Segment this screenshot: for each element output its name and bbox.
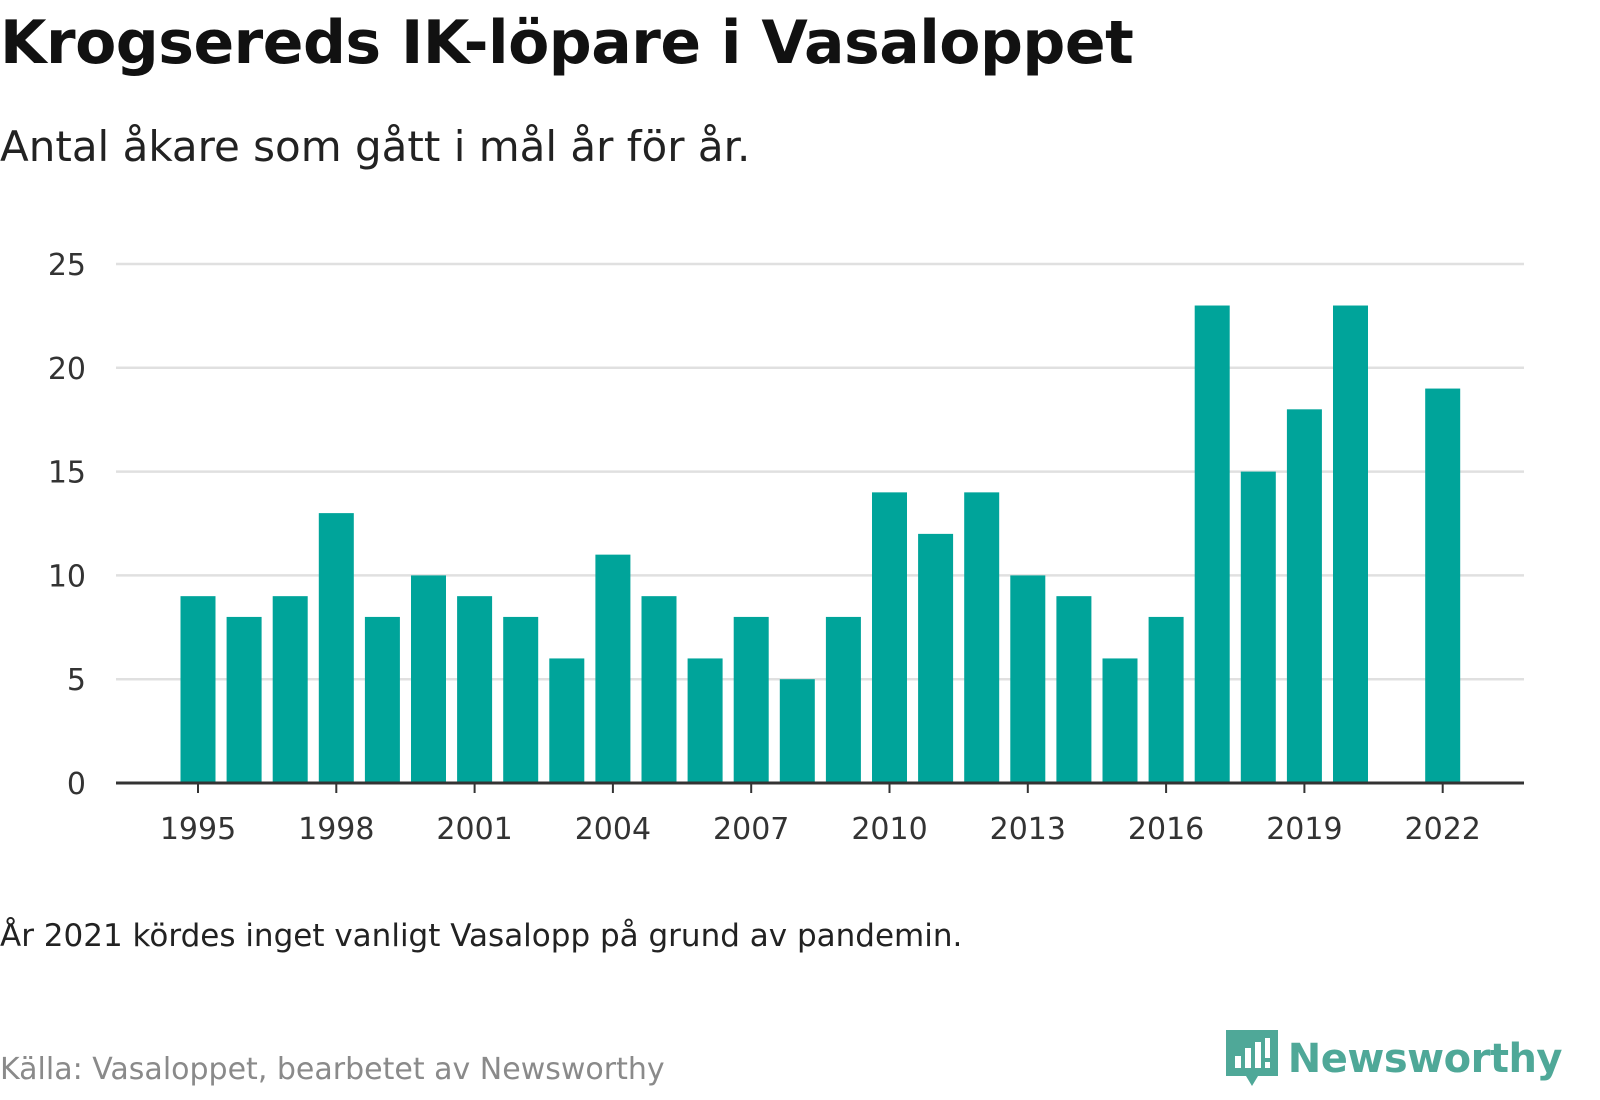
axes: 0 5 10 15 20 25 1995 1998 2001 2004 2007 2010 2013 20…: [48, 248, 1524, 847]
bar-2018: [1240, 471, 1276, 783]
bar-2000: [411, 575, 446, 783]
bar-2015: [1102, 658, 1138, 783]
x-tick-label: 2013: [990, 812, 1066, 847]
newsworthy-logo-icon: [1225, 1030, 1278, 1086]
bar-2004: [595, 554, 631, 783]
y-tick-label: 15: [48, 456, 86, 491]
x-tick-label: 2004: [575, 812, 651, 847]
x-tick-label: 2022: [1405, 812, 1481, 847]
bar-1995: [180, 596, 216, 783]
x-tick-label: 2019: [1266, 812, 1342, 847]
bar-2011: [918, 533, 954, 783]
y-tick-label: 20: [48, 352, 86, 387]
y-tick-label: 5: [67, 663, 86, 698]
bar-2019: [1286, 409, 1322, 783]
x-tick-label: 2007: [713, 812, 789, 847]
chart-subtitle: Antal åkare som gått i mål år för år.: [0, 122, 751, 171]
bar-2020: [1333, 305, 1368, 783]
bar-2008: [779, 679, 815, 783]
bar-2007: [733, 616, 769, 783]
x-tick-label: 1995: [160, 812, 236, 847]
bar-2009: [825, 616, 861, 783]
bar-chart: 0 5 10 15 20 25 1995 1998 2001 2004 2007 2010 2013 20…: [48, 248, 1524, 847]
bar-2013: [1010, 575, 1046, 783]
x-tick-label: 2001: [436, 812, 512, 847]
bar-2022: [1425, 388, 1461, 783]
bar-2014: [1056, 596, 1092, 783]
bar-1996: [226, 616, 262, 783]
bar-1997: [272, 596, 308, 783]
source-text: Källa: Vasaloppet, bearbetet av Newswort…: [0, 1052, 665, 1087]
footnote: År 2021 kördes inget vanligt Vasalopp på…: [0, 918, 963, 954]
brand-name: Newsworthy: [1287, 1036, 1563, 1082]
bar-2001: [457, 596, 493, 783]
bars: [180, 305, 1461, 783]
brand-logo[interactable]: Newsworthy: [1225, 1030, 1563, 1088]
bar-2006: [687, 658, 723, 783]
bar-2016: [1148, 616, 1184, 783]
bar-1998: [318, 513, 354, 783]
x-tick-label: 2016: [1128, 812, 1204, 847]
bar-2005: [641, 596, 677, 783]
bar-2017: [1194, 305, 1230, 783]
bar-2002: [503, 616, 539, 783]
x-tick-label: 2010: [851, 812, 927, 847]
bar-2003: [549, 658, 585, 783]
x-tick-label: 1998: [298, 812, 374, 847]
y-tick-label: 0: [67, 767, 86, 802]
bar-1999: [364, 616, 400, 783]
bar-2010: [872, 492, 907, 783]
y-tick-label: 10: [48, 559, 86, 594]
bar-2012: [964, 492, 1000, 783]
chart-title: Krogsereds IK-löpare i Vasaloppet: [0, 8, 1134, 78]
y-tick-label: 25: [48, 248, 86, 283]
